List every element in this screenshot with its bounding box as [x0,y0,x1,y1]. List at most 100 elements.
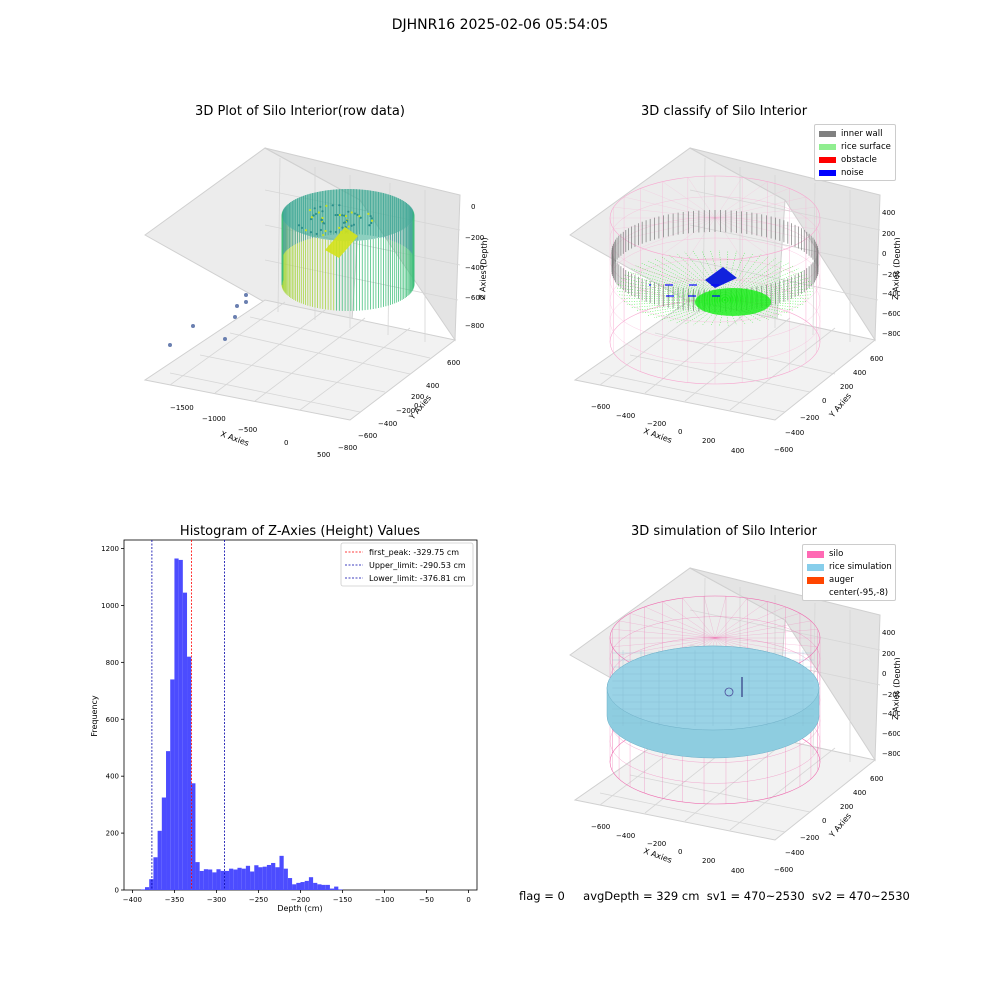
rice-surface-ray [724,274,807,301]
surface-point [321,216,324,220]
noise-point [716,295,718,297]
p4-z-tick: −600 [882,730,900,738]
cylinder-spoke [612,637,716,647]
cylinder-spoke [613,217,716,230]
legend-item: center(-95,-8) [807,588,888,598]
panel1-points [281,189,415,311]
legend-label: Upper_limit: -290.53 cm [369,561,466,570]
surface-point [338,204,341,207]
histogram-bar [245,865,251,890]
x-tick-label: −300 [207,896,226,904]
noise-point [669,284,671,286]
rice-surface-ray [641,299,726,314]
p2-z-tick: −200 [882,271,900,279]
surface-point [370,217,373,220]
rice-surface-ray [724,299,795,311]
panel2-axes-box [569,147,881,421]
p4-z-tick: −800 [882,750,900,758]
histogram-bar [145,887,150,890]
panel4-rice-surface [606,645,820,759]
noise-point [670,295,672,297]
surface-point [347,225,350,228]
p1-y-tick: −600 [358,432,377,440]
histogram-bar [224,870,230,890]
y-tick-label: 0 [115,887,119,895]
surface-point [300,226,304,229]
legend-item: auger [807,575,854,585]
legend-label: noise [841,168,864,178]
histogram-bar [334,886,339,890]
x-tick-label: −200 [291,896,310,904]
surface-point [309,217,313,221]
p3-y-label: Frequency [90,695,99,737]
surface-point [336,213,339,217]
rice-surface-ray [661,299,726,320]
noise-point [714,295,716,297]
legend-item: rice surface [819,142,891,152]
p2-x-tick: −200 [647,420,666,428]
legend-item: inner wall [819,129,882,139]
panel1-outliers [168,293,248,347]
p3-x-label: Depth (cm) [277,904,322,913]
surface-point [317,211,321,214]
panel1-tick-labels: −1500 −1000 −500 0 500 600 400 200 0 −20… [170,203,484,459]
surface-point [331,204,334,207]
noise-point [718,295,720,297]
histogram-bar [140,889,146,890]
histogram-bar [153,857,158,890]
panel3-histogram: −400 −350 −300 −250 −200 −150 −100 −50 0 0 200 400… [90,539,478,913]
p3-legend-frame [340,542,474,587]
p2-y-tick: −200 [800,414,819,422]
rice-surface-ray [724,260,783,301]
y-tick-label: 1200 [101,545,119,553]
legend-swatch [807,550,824,558]
panel2-title: 3D classify of Silo Interior [640,104,808,119]
cylinder-spoke [714,217,768,255]
histogram-bar [321,884,326,890]
histogram-bar [199,870,204,890]
p4-x-tick: −600 [591,823,610,831]
histogram-bar [338,889,343,890]
histogram-bar [283,868,288,890]
p2-x-tick: 0 [678,428,682,436]
x-tick-label: −150 [333,896,352,904]
cylinder-spoke [640,188,716,219]
surface-point [321,210,324,213]
cylinder-spoke [612,629,716,639]
surface-point [297,224,301,227]
p2-x-tick: −400 [616,412,635,420]
histogram-bar [229,868,234,890]
p1-z-label: Z Axies (Depth) [478,237,489,300]
surface-point [324,229,327,233]
legend-swatch [819,157,836,163]
noise-point [688,295,690,297]
surface-point [368,224,371,227]
p2-z-tick: −800 [882,330,900,338]
p4-y-tick: −600 [774,866,793,874]
cylinder-spoke [619,620,716,639]
p1-y-tick: −400 [378,420,397,428]
figure-title: DJHNR16 2025-02-06 05:54:05 [391,17,609,33]
surface-point [313,207,316,210]
surface-point [334,230,337,234]
histogram-bar [208,869,213,890]
p2-z-tick: −600 [882,310,900,318]
noise-point [672,295,674,297]
histogram-bar [203,869,209,890]
p3-vlines [151,540,225,890]
p2-y-tick: 0 [822,397,826,405]
histogram-bar [149,879,154,890]
p2-y-tick: −600 [774,446,793,454]
rice-surface-ray [724,291,813,301]
cylinder-spoke [714,620,811,639]
p1-y-tick: 200 [411,393,424,401]
rice-surface-dense [695,288,771,316]
cylinder-spoke [662,181,716,219]
sv2-text: sv2 = 470~2530 [811,889,910,903]
histogram-bar [292,884,297,890]
p4-z-tick: −400 [882,710,900,718]
surface-point [322,234,325,237]
histogram-bar [329,888,335,890]
cylinder-spoke [619,637,716,656]
cylinder-spoke [687,177,716,219]
